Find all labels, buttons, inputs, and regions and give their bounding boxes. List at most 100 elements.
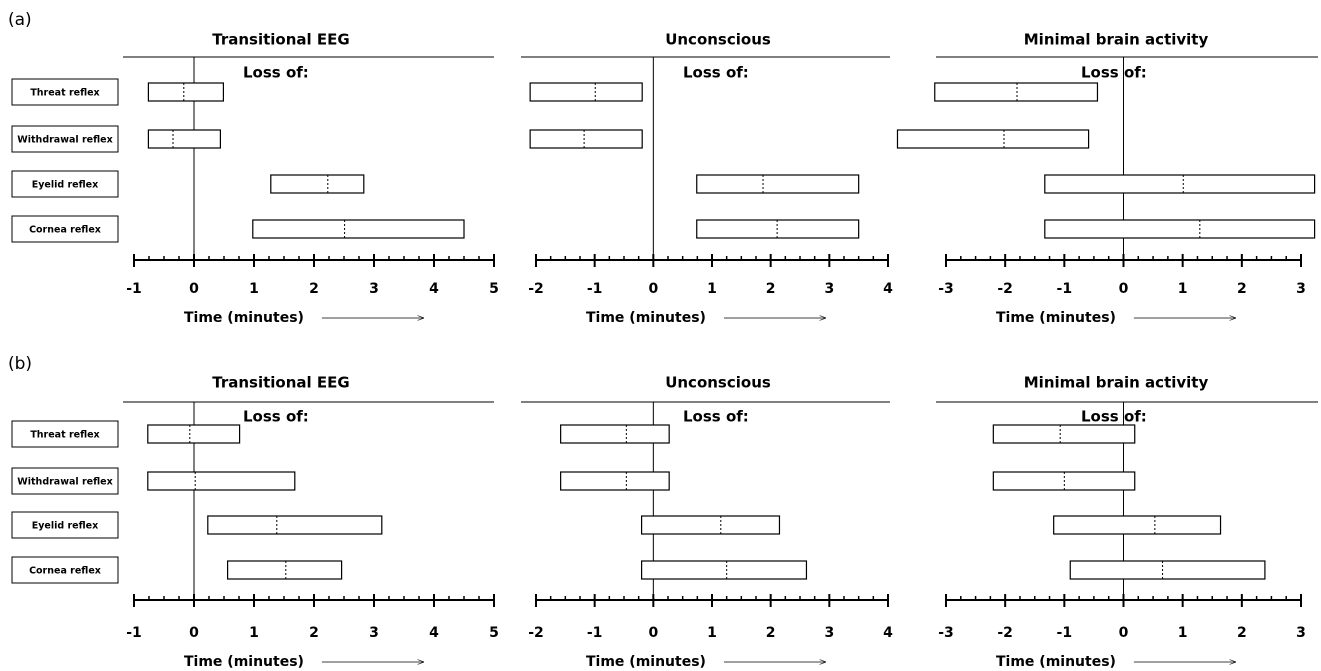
category-box [11, 170, 119, 198]
range-box [252, 219, 465, 239]
range-box [147, 471, 296, 491]
panel-label: (b) [8, 354, 32, 374]
subtitle: Loss of: [1081, 64, 1147, 82]
panel-label: (a) [8, 10, 32, 30]
range-box [529, 82, 643, 102]
x-axis-label: Time (minutes) [996, 310, 1116, 326]
x-tick-label: -3 [938, 625, 954, 641]
x-axis-label: Time (minutes) [184, 654, 304, 670]
range-box [934, 82, 1099, 102]
x-tick-label: 2 [309, 281, 319, 297]
subtitle: Loss of: [683, 64, 749, 82]
x-tick-label: -2 [997, 281, 1013, 297]
x-tick-label: 2 [766, 625, 776, 641]
range-box [1069, 560, 1266, 580]
category-box [11, 467, 119, 495]
range-box [560, 471, 670, 491]
category-label: Threat reflex [30, 88, 99, 99]
range-box [147, 82, 224, 102]
x-tick-label: 3 [1296, 625, 1306, 641]
x-tick-label: 3 [824, 281, 834, 297]
range-box [896, 129, 1090, 149]
x-tick-label: -1 [126, 281, 142, 297]
range-box [147, 424, 241, 444]
x-tick-label: 3 [369, 625, 379, 641]
x-tick-label: -2 [528, 281, 544, 297]
subtitle: Loss of: [243, 408, 309, 426]
category-box [11, 556, 119, 584]
x-tick-label: 0 [189, 281, 199, 297]
category-label: Withdrawal reflex [17, 477, 112, 488]
range-box [992, 424, 1136, 444]
x-tick-label: 0 [648, 281, 658, 297]
x-tick-label: 1 [249, 625, 259, 641]
x-tick-label: 1 [707, 625, 717, 641]
range-box [270, 174, 365, 194]
x-tick-label: 4 [429, 281, 439, 297]
range-box [1044, 174, 1316, 194]
range-box [1044, 219, 1316, 239]
x-tick-label: 3 [1296, 281, 1306, 297]
x-tick-label: 2 [1237, 281, 1247, 297]
x-tick-label: 3 [369, 281, 379, 297]
x-tick-label: 4 [883, 281, 893, 297]
x-tick-label: 2 [309, 625, 319, 641]
panel-title: Transitional EEG [212, 374, 349, 392]
category-box [11, 215, 119, 243]
x-tick-label: -2 [528, 625, 544, 641]
x-tick-label: 0 [648, 625, 658, 641]
range-box [529, 129, 643, 149]
x-axis-label: Time (minutes) [996, 654, 1116, 670]
range-box [227, 560, 343, 580]
x-tick-label: 4 [429, 625, 439, 641]
range-box [147, 129, 221, 149]
range-box [207, 515, 383, 535]
x-tick-label: 1 [1178, 281, 1188, 297]
subtitle: Loss of: [683, 408, 749, 426]
subtitle: Loss of: [243, 64, 309, 82]
range-box [640, 515, 781, 535]
category-label: Cornea reflex [29, 566, 101, 577]
panel-title: Unconscious [665, 31, 771, 49]
range-box [696, 219, 860, 239]
panel-title: Minimal brain activity [1024, 31, 1209, 49]
x-axis-label: Time (minutes) [184, 310, 304, 326]
x-tick-label: 1 [1178, 625, 1188, 641]
x-tick-label: 1 [249, 281, 259, 297]
category-box [11, 78, 119, 106]
category-box [11, 511, 119, 539]
panel-title: Transitional EEG [212, 31, 349, 49]
x-tick-label: 0 [189, 625, 199, 641]
panel-title: Unconscious [665, 374, 771, 392]
subtitle: Loss of: [1081, 408, 1147, 426]
x-tick-label: 0 [1119, 281, 1129, 297]
x-tick-label: -1 [1057, 625, 1073, 641]
range-box [560, 424, 670, 444]
x-tick-label: -3 [938, 281, 954, 297]
x-tick-label: 4 [883, 625, 893, 641]
range-box [1053, 515, 1222, 535]
range-box [696, 174, 860, 194]
x-tick-label: -1 [587, 625, 603, 641]
x-tick-label: -2 [997, 625, 1013, 641]
x-tick-label: 5 [489, 281, 499, 297]
range-box [640, 560, 808, 580]
x-tick-label: 1 [707, 281, 717, 297]
category-box [11, 125, 119, 153]
x-tick-label: 5 [489, 625, 499, 641]
category-label: Cornea reflex [29, 225, 101, 236]
x-axis-label: Time (minutes) [586, 654, 706, 670]
x-tick-label: -1 [1057, 281, 1073, 297]
panel-title: Minimal brain activity [1024, 374, 1209, 392]
x-axis-label: Time (minutes) [586, 310, 706, 326]
x-tick-label: 0 [1119, 625, 1129, 641]
category-label: Withdrawal reflex [17, 135, 112, 146]
category-box [11, 420, 119, 448]
category-label: Eyelid reflex [32, 521, 99, 532]
x-tick-label: 2 [1237, 625, 1247, 641]
x-tick-label: -1 [587, 281, 603, 297]
x-tick-label: 3 [824, 625, 834, 641]
x-tick-label: -1 [126, 625, 142, 641]
category-label: Eyelid reflex [32, 180, 99, 191]
